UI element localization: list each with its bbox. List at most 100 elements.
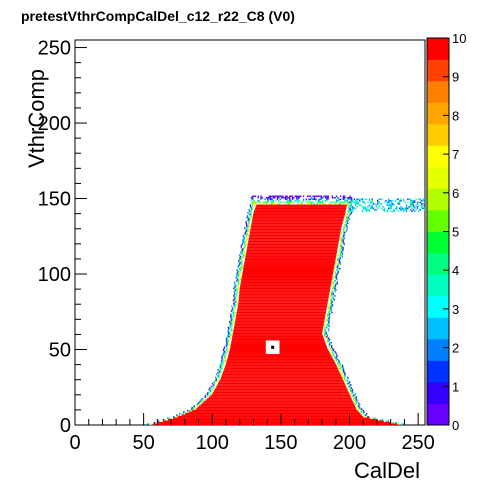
heatmap-cell — [223, 355, 226, 358]
heatmap-cell — [233, 311, 235, 314]
heatmap-cell — [414, 210, 416, 213]
heatmap-cell — [327, 323, 329, 326]
heatmap-cell — [221, 363, 224, 365]
heatmap-cell — [326, 316, 329, 318]
heatmap-cell — [339, 364, 341, 367]
heatmap-cell — [419, 209, 421, 211]
heatmap-cell — [334, 290, 336, 293]
heatmap-cell — [279, 349, 329, 352]
heatmap-cell — [349, 195, 351, 198]
hole-marker — [271, 345, 275, 349]
heatmap-cell — [163, 420, 384, 422]
heatmap-cell — [233, 293, 236, 296]
heatmap-cell — [408, 198, 410, 201]
heatmap-cell — [326, 337, 328, 339]
heatmap-cell — [392, 203, 394, 205]
heatmap-cell — [198, 403, 200, 406]
heatmap-cell — [271, 201, 273, 204]
heatmap-cell — [219, 364, 221, 367]
heatmap-cell — [412, 209, 415, 211]
heatmap-cell — [324, 335, 326, 338]
heatmap-cell — [247, 242, 339, 244]
heatmap-cell — [300, 203, 302, 205]
heatmap-cell — [400, 423, 403, 425]
heatmap-cell — [289, 200, 291, 202]
heatmap-cell — [338, 198, 340, 201]
heatmap-cell — [250, 197, 253, 199]
heatmap-cell — [200, 399, 202, 401]
heatmap-cell — [186, 409, 189, 412]
heatmap-cell — [287, 197, 290, 199]
heatmap-cell — [199, 405, 355, 407]
heatmap-cell — [350, 212, 353, 214]
heatmap-cell — [340, 245, 343, 247]
heatmap-cell — [337, 264, 339, 267]
heatmap-cell — [231, 320, 233, 323]
heatmap-cell — [201, 400, 204, 403]
heatmap-cell — [153, 421, 155, 424]
heatmap-cell — [414, 207, 416, 210]
heatmap-cell — [313, 197, 316, 199]
heatmap-cell — [332, 287, 334, 290]
heatmap-cell — [405, 206, 408, 208]
heatmap-cell — [224, 357, 226, 359]
heatmap-cell — [239, 254, 241, 256]
heatmap-cell — [285, 198, 287, 201]
heatmap-cell — [357, 203, 360, 205]
heatmap-cell — [278, 200, 280, 202]
heatmap-cell — [244, 245, 246, 247]
heatmap-cell — [215, 387, 347, 389]
heatmap-cell — [224, 367, 338, 370]
heatmap-cell — [249, 215, 252, 217]
heatmap-cell — [328, 322, 330, 324]
heatmap-cell — [335, 358, 337, 361]
palette-swatch — [427, 339, 449, 361]
heatmap-cell — [218, 372, 221, 374]
heatmap-cell — [342, 195, 345, 198]
heatmap-cell — [345, 230, 348, 232]
heatmap-cell — [230, 348, 266, 350]
heatmap-cell — [347, 216, 350, 219]
heatmap-cell — [337, 267, 339, 270]
heatmap-cell — [226, 343, 228, 345]
palette-tick-label: 7 — [452, 147, 459, 162]
heatmap-cell — [385, 420, 388, 422]
heatmap-cell — [234, 281, 236, 284]
heatmap-cell — [257, 197, 259, 199]
heatmap-cell — [355, 203, 357, 205]
heatmap-cell — [233, 305, 236, 308]
heatmap-cell — [223, 352, 225, 355]
heatmap-cell — [275, 195, 277, 198]
heatmap-cell — [298, 197, 301, 199]
heatmap-cell — [328, 325, 330, 327]
heatmap-cell — [237, 264, 240, 267]
heatmap-cell — [339, 263, 342, 265]
heatmap-cell — [330, 310, 332, 312]
heatmap-cell — [332, 275, 335, 278]
heatmap-cell — [228, 344, 231, 347]
heatmap-cell — [201, 397, 203, 400]
heatmap-cell — [241, 251, 243, 253]
heatmap-cell — [352, 206, 354, 208]
heatmap-cell — [226, 341, 228, 344]
heatmap-cell — [252, 203, 254, 205]
heatmap-cell — [298, 195, 301, 198]
heatmap-cell — [340, 251, 343, 253]
heatmap-cell — [173, 415, 175, 418]
heatmap-cell — [227, 341, 229, 344]
heatmap-cell — [158, 421, 391, 424]
heatmap-cell — [344, 231, 346, 234]
heatmap-cell — [325, 325, 328, 327]
heatmap-cell — [407, 198, 409, 201]
heatmap-cell — [416, 206, 419, 208]
heatmap-cell — [381, 207, 383, 210]
heatmap-cell — [248, 237, 340, 240]
heatmap-cell — [383, 210, 386, 213]
heatmap-cell — [403, 198, 405, 201]
heatmap-cell — [221, 360, 223, 362]
heatmap-cell — [250, 200, 253, 202]
heatmap-cell — [240, 258, 243, 261]
heatmap-cell — [230, 346, 266, 348]
heatmap-cell — [272, 200, 275, 202]
heatmap-cell — [331, 311, 333, 314]
